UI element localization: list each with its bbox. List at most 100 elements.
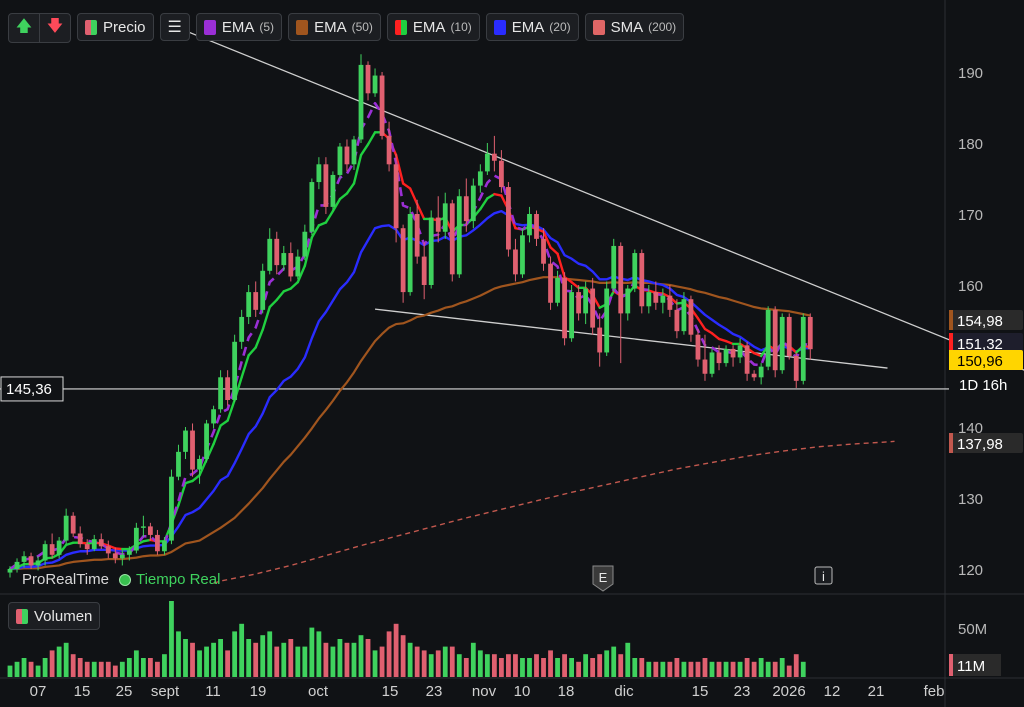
candle-body xyxy=(42,544,48,561)
volume-bar xyxy=(800,661,806,677)
candle-body xyxy=(7,569,13,573)
volume-tick-label: 50M xyxy=(958,621,987,638)
candle-body xyxy=(232,341,238,401)
volume-bar xyxy=(527,658,532,677)
indicator-period: (10) xyxy=(450,20,472,34)
candle-body xyxy=(576,292,582,314)
volume-bar xyxy=(316,631,322,677)
volume-bar xyxy=(246,639,252,677)
volume-bar xyxy=(176,631,181,677)
volume-last-marker xyxy=(949,654,953,676)
volume-bar xyxy=(632,658,638,677)
candle-body xyxy=(590,288,596,328)
volume-bar xyxy=(330,646,336,677)
x-tick-label: 15 xyxy=(74,683,91,700)
candle-body xyxy=(35,560,41,566)
volume-bar xyxy=(674,658,680,677)
ema10-segment xyxy=(752,351,763,358)
price-label-text: 150,96 xyxy=(957,353,1003,370)
volume-button[interactable]: Volumen xyxy=(8,602,101,630)
indicator-sma200-button[interactable]: SMA (200) xyxy=(584,13,685,41)
x-tick-label: 2026 xyxy=(772,683,805,700)
candle-body xyxy=(449,203,455,275)
branding: ProRealTime Tiempo Real xyxy=(22,571,220,588)
live-status: Tiempo Real xyxy=(118,571,220,588)
candle-body xyxy=(379,75,385,136)
indicator-ema5-button[interactable]: EMA (5) xyxy=(195,13,283,41)
ema10-swatch-icon xyxy=(394,19,407,35)
ema10-segment xyxy=(184,479,194,485)
ema10-segment xyxy=(338,192,349,201)
volume-bar xyxy=(407,642,413,677)
ema20-price-label: 151,32 xyxy=(949,333,1023,353)
volume-bar xyxy=(737,661,743,677)
volume-bar xyxy=(105,661,111,677)
candle-body xyxy=(744,345,750,374)
ema10-segment xyxy=(394,153,405,185)
candle-body xyxy=(414,214,420,257)
volume-bar xyxy=(288,639,294,677)
indicator-list-button[interactable]: ☰ xyxy=(159,13,190,41)
volume-bar xyxy=(435,650,441,677)
candle-body xyxy=(70,515,76,534)
volume-bar xyxy=(772,661,778,677)
x-tick-label: 11 xyxy=(205,683,221,700)
ema10-segment xyxy=(542,230,552,249)
volume-last-bg xyxy=(949,654,1001,676)
sma200-line xyxy=(213,440,895,584)
candle-body xyxy=(702,359,708,374)
volume-bar xyxy=(463,658,469,677)
volume-bar xyxy=(786,665,792,677)
indicator-ema10-button[interactable]: EMA (10) xyxy=(386,13,480,41)
volume-bar xyxy=(232,631,238,677)
candle-body xyxy=(583,288,589,314)
x-tick-label: sept xyxy=(151,683,180,700)
ema10-segment xyxy=(556,252,566,279)
candle-body xyxy=(155,534,160,552)
price-label-bg xyxy=(949,433,1023,453)
indicator-name: EMA xyxy=(412,18,446,36)
indicator-ema50-button[interactable]: EMA (50) xyxy=(288,13,381,41)
price-label-marker xyxy=(949,333,953,353)
price-button[interactable]: Precio xyxy=(77,13,154,41)
ema10-segment xyxy=(191,474,201,483)
horizontal-line-label: 145,36 xyxy=(0,376,64,402)
candle-body xyxy=(246,292,252,317)
brand-name: ProRealTime xyxy=(22,571,109,588)
earnings-marker-text: E xyxy=(599,570,608,585)
volume-bar xyxy=(56,646,62,677)
ema50-price-label: 154,98 xyxy=(949,310,1023,330)
ema10-segment xyxy=(479,197,489,211)
arrow-down-icon[interactable]: 🡇 xyxy=(46,17,64,35)
ema10-segment xyxy=(408,187,419,206)
volume-bar xyxy=(169,601,174,677)
y-tick-label: 140 xyxy=(958,420,983,437)
volume-bar xyxy=(618,654,624,677)
candle-body xyxy=(421,256,427,285)
ema10-segment xyxy=(247,346,257,357)
volume-bar xyxy=(337,639,343,677)
volume-bar xyxy=(365,639,371,677)
candle-body xyxy=(400,228,406,293)
volume-bar xyxy=(569,658,574,677)
ema5-swatch-icon xyxy=(203,19,216,35)
volume-bar xyxy=(555,658,560,677)
volume-bar xyxy=(604,650,610,677)
candle-body xyxy=(302,231,308,257)
candle-body xyxy=(660,295,666,303)
price-label: Precio xyxy=(103,18,146,36)
volume-bar xyxy=(386,631,392,677)
volume-bar xyxy=(688,661,694,677)
volume-bar xyxy=(660,661,666,677)
indicator-period: (5) xyxy=(259,20,275,34)
candle-body xyxy=(281,253,287,266)
candle-body xyxy=(751,373,757,378)
indicator-ema20-button[interactable]: EMA (20) xyxy=(485,13,579,41)
earnings-marker-shape xyxy=(592,565,614,592)
candle-body xyxy=(133,527,139,551)
candle-body xyxy=(63,515,69,541)
last-price-label: 150,96 xyxy=(949,350,1023,370)
ema50-swatch-icon xyxy=(296,19,309,35)
arrow-up-icon[interactable]: 🡅 xyxy=(9,14,40,42)
